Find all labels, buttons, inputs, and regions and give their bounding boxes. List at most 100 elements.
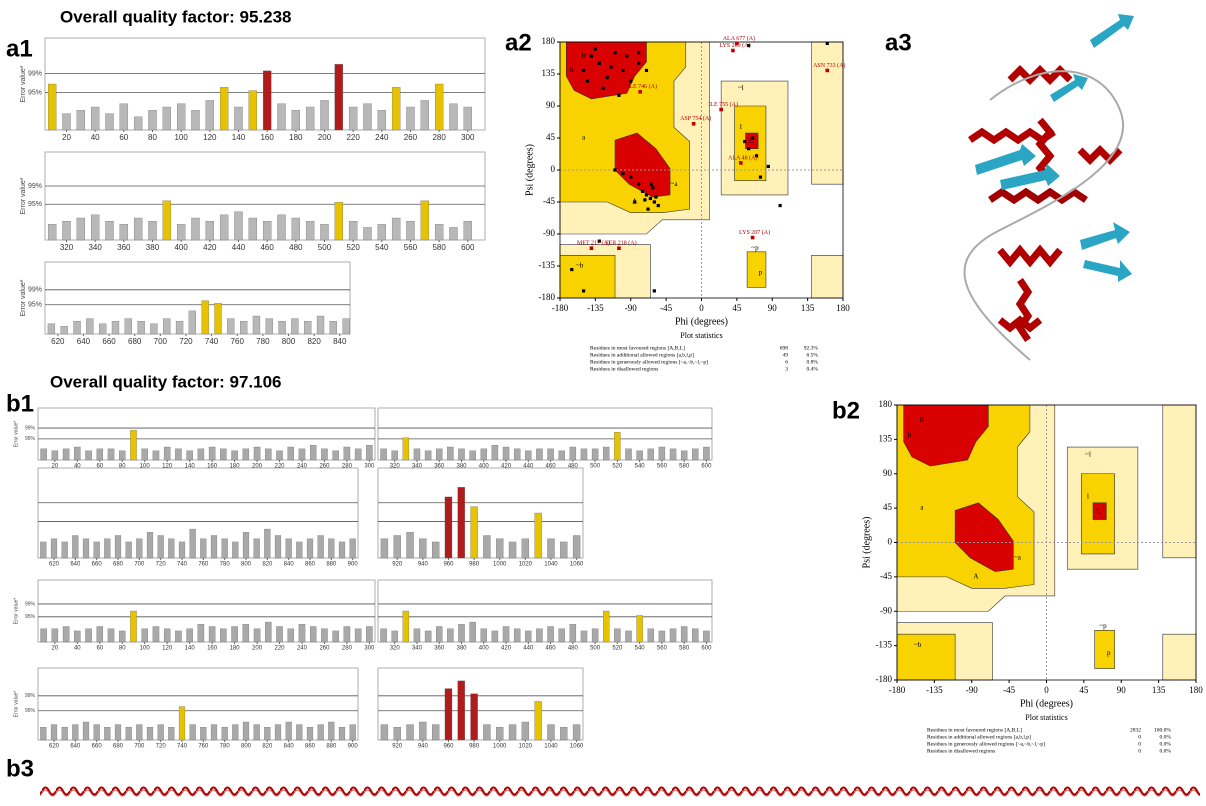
stats-percent: 0.4%: [807, 366, 819, 372]
x-tick-label: 500: [590, 646, 601, 652]
y-axis-label: Error value*: [13, 598, 19, 624]
error-bar: [220, 215, 228, 240]
x-tick-label: 420: [501, 646, 512, 652]
residue-point: [641, 190, 644, 193]
x-tick-label: 840: [284, 562, 295, 568]
error-bar: [176, 321, 183, 334]
error-bar: [304, 321, 311, 334]
x-tick-label: 620: [49, 744, 60, 750]
error-bar: [570, 624, 576, 642]
error-bar: [108, 449, 114, 460]
error-bar: [52, 451, 58, 460]
error-bar: [136, 539, 142, 558]
error-bar: [62, 542, 68, 558]
panel-label: a3: [885, 29, 912, 56]
residue-point: [582, 69, 585, 72]
error-bar: [421, 201, 429, 240]
residue-point: [751, 136, 754, 139]
error-bar: [83, 722, 89, 740]
region-label: ~l: [1085, 450, 1091, 458]
error-bar: [496, 727, 503, 740]
outlier-point: [719, 108, 723, 112]
residue-point: [650, 183, 653, 186]
region-label: l: [740, 123, 742, 131]
residue-point: [598, 62, 601, 65]
error-bar: [560, 542, 567, 558]
error-bar: [514, 449, 520, 460]
error-bar: [263, 71, 271, 130]
x-tick-label: 740: [205, 337, 219, 346]
x-tick-label: 480: [568, 464, 579, 470]
x-tick-label: 180: [1189, 685, 1203, 695]
error-bar: [265, 622, 271, 642]
x-tick-label: 340: [412, 464, 423, 470]
region: [1163, 634, 1196, 680]
error-bar: [470, 451, 476, 460]
error-bar: [335, 202, 343, 240]
error-bar: [503, 627, 509, 643]
x-tick-label: 780: [256, 337, 270, 346]
error-bar: [148, 110, 156, 130]
error-bar: [560, 727, 567, 740]
error-bar: [74, 447, 80, 460]
x-tick-label: 720: [179, 337, 193, 346]
x-tick-label: 800: [241, 744, 252, 750]
residue-point: [653, 289, 656, 292]
x-tick-label: 640: [70, 744, 81, 750]
error-bar: [234, 212, 242, 240]
outlier-label: ASP 754 (A): [680, 115, 711, 122]
x-tick-label: 660: [102, 337, 116, 346]
outlier-point: [751, 236, 755, 240]
x-tick-label: 280: [342, 464, 353, 470]
error-bar: [522, 539, 529, 558]
error-bar: [94, 725, 100, 740]
error-bar: [333, 451, 339, 460]
x-tick-label: 140: [185, 464, 196, 470]
error-bar: [198, 624, 204, 642]
y-tick-label: -180: [539, 292, 556, 302]
x-tick-label: 540: [635, 464, 646, 470]
y-tick-label: 180: [542, 36, 556, 46]
x-tick-label: 220: [346, 133, 360, 142]
error-bar: [483, 536, 490, 559]
error-bar: [74, 321, 81, 334]
x-tick-label: 80: [148, 133, 157, 142]
figure: a1 Overall quality factor: 95.238 a2 a3 …: [0, 0, 1206, 806]
x-tick-label: 760: [198, 744, 209, 750]
x-tick-label: -45: [1003, 685, 1015, 695]
y-axis-label: Error value*: [13, 691, 19, 717]
x-tick-label: 540: [635, 646, 646, 652]
residue-point: [570, 268, 573, 271]
x-tick-label: 300: [364, 464, 375, 470]
error-bar: [394, 727, 401, 740]
error-bar: [63, 449, 69, 460]
stats-count: 3: [785, 366, 788, 372]
x-tick-label: 980: [469, 744, 480, 750]
x-tick-label: 460: [546, 646, 557, 652]
residue-point: [613, 168, 616, 171]
x-tick-label: 280: [432, 133, 446, 142]
stats-count: 0: [1138, 734, 1141, 740]
stats-percent: 92.3%: [804, 345, 819, 351]
y-tick-label: -90: [543, 228, 555, 238]
x-tick-label: 700: [134, 744, 145, 750]
error-bar: [547, 725, 554, 740]
x-tick-label: 600: [701, 646, 712, 652]
x-tick-label: 120: [162, 464, 173, 470]
error-bar: [94, 542, 100, 558]
outlier-label: ILE 746 (A): [627, 83, 657, 90]
outlier-label: LYS 207 (A): [739, 229, 770, 236]
error-bar: [187, 451, 193, 460]
error-bar: [276, 451, 282, 460]
residue-point: [590, 55, 593, 58]
error-bar: [126, 727, 132, 740]
x-tick-label: 1060: [570, 744, 584, 750]
y-tick-label: 0: [551, 164, 556, 174]
outlier-point: [731, 49, 735, 53]
error-bar: [276, 627, 282, 643]
x-tick-label: 480: [568, 646, 579, 652]
stats-label: Residues in most favoured regions [A,B,L…: [590, 344, 685, 351]
x-tick-label: 135: [801, 303, 815, 313]
error-bar: [286, 539, 292, 558]
x-tick-label: 820: [262, 744, 273, 750]
